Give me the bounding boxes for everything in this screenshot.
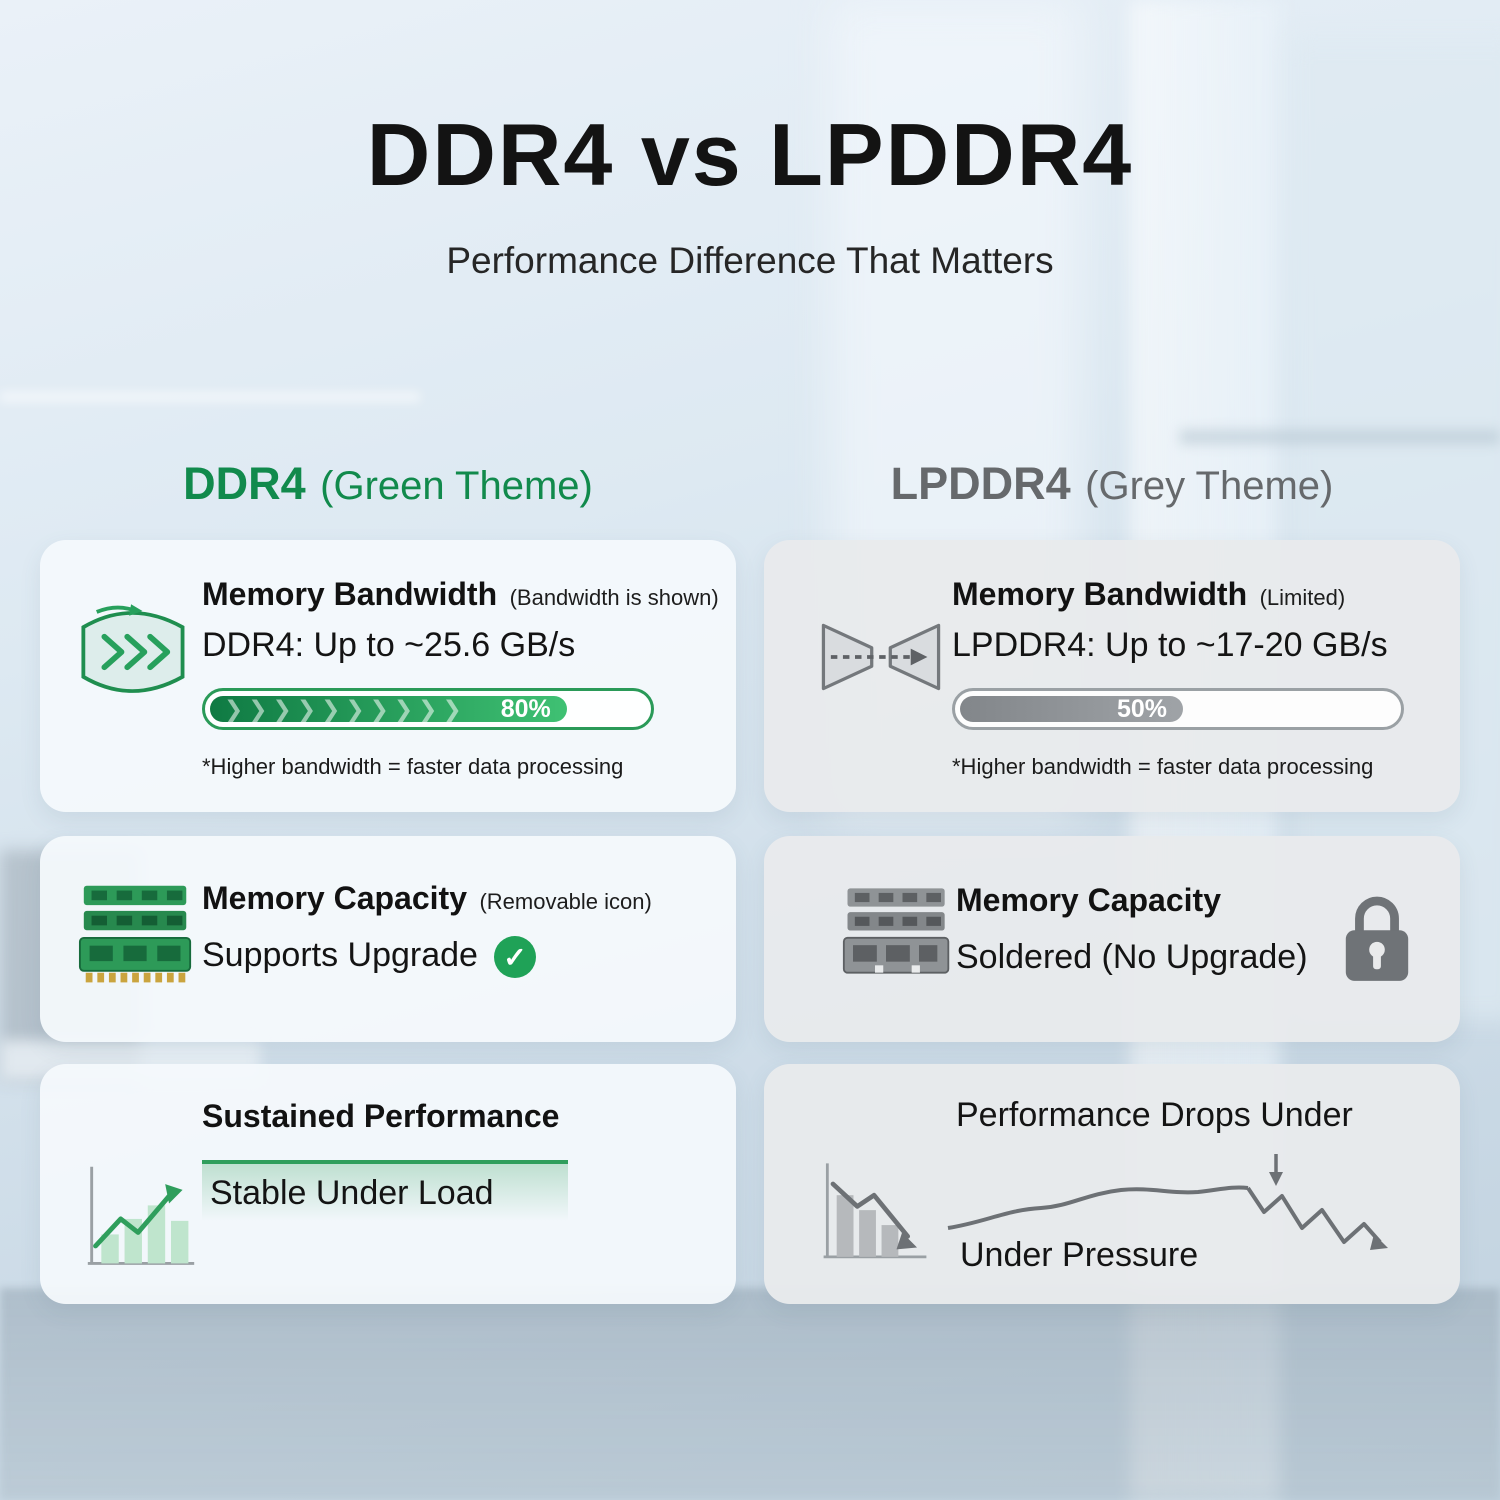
bandwidth-flow-icon bbox=[70, 602, 194, 702]
card-ddr4-capacity: Memory Capacity (Removable icon) Support… bbox=[40, 836, 736, 1042]
lock-icon bbox=[1338, 888, 1416, 988]
performance-line2: Under Pressure bbox=[960, 1236, 1199, 1274]
performance-line1: Performance Drops Under bbox=[956, 1096, 1353, 1134]
ddr4-name-label: DDR4 bbox=[183, 458, 306, 509]
ram-modules-icon bbox=[78, 880, 194, 992]
lpddr4-theme-label: (Grey Theme) bbox=[1085, 464, 1334, 508]
rising-chart-icon bbox=[82, 1160, 200, 1274]
card-lpddr4-capacity: Memory Capacity Soldered (No Upgrade) bbox=[764, 836, 1460, 1042]
column-header-lpddr4: LPDDR4 (Grey Theme) bbox=[764, 458, 1460, 510]
card-title-note: (Removable icon) bbox=[479, 889, 652, 914]
capacity-value: Supports Upgrade bbox=[202, 936, 478, 974]
check-icon: ✓ bbox=[493, 936, 536, 979]
bandwidth-spec: DDR4: Up to ~25.6 GB/s bbox=[202, 626, 576, 664]
bandwidth-footnote: *Higher bandwidth = faster data processi… bbox=[202, 754, 624, 779]
lpddr4-name-label: LPDDR4 bbox=[890, 458, 1071, 509]
card-title: Memory Bandwidth bbox=[202, 576, 498, 612]
falling-chart-icon bbox=[818, 1156, 932, 1268]
card-title: Memory Bandwidth bbox=[952, 576, 1248, 612]
bandwidth-spec: LPDDR4: Up to ~17-20 GB/s bbox=[952, 626, 1388, 664]
card-title-note: (Bandwidth is shown) bbox=[509, 585, 719, 610]
card-title: Sustained Performance bbox=[202, 1098, 560, 1134]
page-subtitle: Performance Difference That Matters bbox=[446, 240, 1054, 281]
progress-fill: 50% bbox=[960, 696, 1183, 722]
card-title: Memory Capacity bbox=[956, 882, 1221, 918]
ram-modules-soldered-icon bbox=[842, 884, 952, 988]
card-ddr4-performance: Sustained Performance Stable Under Load bbox=[40, 1064, 736, 1304]
progress-fill: ❯❯❯❯❯❯❯❯❯❯ 80% bbox=[210, 696, 567, 722]
performance-decline-graphic bbox=[946, 1148, 1401, 1266]
capacity-value: Soldered (No Upgrade) bbox=[956, 938, 1308, 976]
card-lpddr4-performance: Performance Drops Under Under Pressure bbox=[764, 1064, 1460, 1304]
page-title: DDR4 vs LPDDR4 bbox=[366, 105, 1134, 204]
bandwidth-progress-bar: ❯❯❯❯❯❯❯❯❯❯ 80% bbox=[202, 688, 654, 730]
bandwidth-progress-bar: 50% bbox=[952, 688, 1404, 730]
progress-percent-label: 80% bbox=[500, 696, 551, 722]
bottleneck-icon bbox=[816, 610, 946, 704]
ddr4-theme-label: (Green Theme) bbox=[320, 464, 593, 508]
chevron-pattern: ❯❯❯❯❯❯❯❯❯❯ bbox=[224, 696, 467, 722]
card-lpddr4-bandwidth: Memory Bandwidth (Limited) LPDDR4: Up to… bbox=[764, 540, 1460, 812]
card-title: Memory Capacity bbox=[202, 880, 467, 916]
bandwidth-footnote: *Higher bandwidth = faster data processi… bbox=[952, 754, 1374, 779]
card-title-note: (Limited) bbox=[1259, 585, 1346, 610]
card-ddr4-bandwidth: Memory Bandwidth (Bandwidth is shown) DD… bbox=[40, 540, 736, 812]
progress-percent-label: 50% bbox=[1116, 696, 1167, 722]
performance-value-highlight: Stable Under Load bbox=[202, 1160, 568, 1229]
column-header-ddr4: DDR4 (Green Theme) bbox=[40, 458, 736, 510]
